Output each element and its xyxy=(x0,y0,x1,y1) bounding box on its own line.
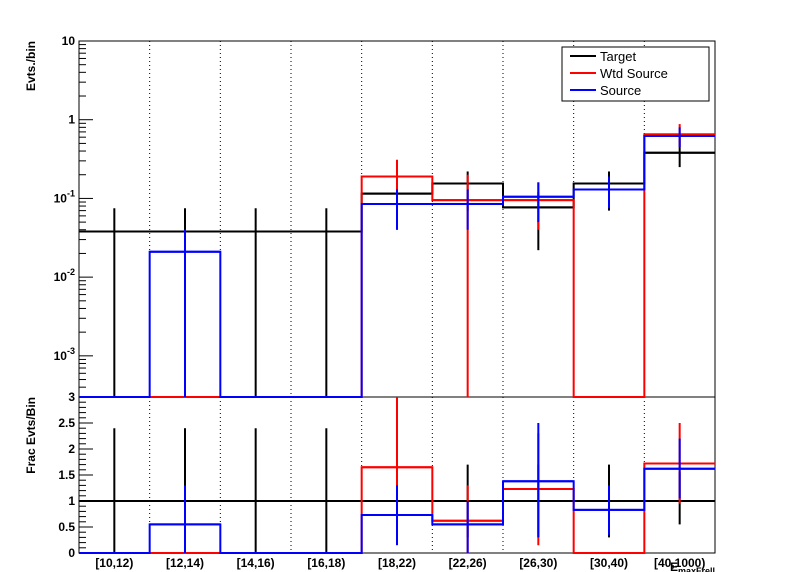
series-source xyxy=(79,127,715,398)
legend-label: Target xyxy=(600,49,637,64)
x-tick-label: [40,1000) xyxy=(654,556,705,570)
y-tick-label: 1 xyxy=(68,113,75,127)
x-tick-label: [16,18) xyxy=(307,556,345,570)
x-tick-label: [10,12) xyxy=(95,556,133,570)
y-tick-label: 1 xyxy=(68,494,75,508)
y-tick-label: 10 xyxy=(62,34,76,48)
legend-label: Wtd Source xyxy=(600,66,668,81)
series-wtd-source xyxy=(79,124,715,398)
y-tick-label: 2.5 xyxy=(58,416,75,430)
x-tick-label: [14,16) xyxy=(237,556,275,570)
x-tick-label: [18,22) xyxy=(378,556,416,570)
y-tick-label: 1.5 xyxy=(58,468,75,482)
y-tick-label: 10-2 xyxy=(54,267,75,284)
series-source xyxy=(79,423,715,554)
top-y-axis-title: Evts./bin xyxy=(24,41,38,91)
legend: Target Wtd Source Source xyxy=(561,46,710,102)
y-tick-label: 10-1 xyxy=(54,188,75,205)
x-tick-label: [22,26) xyxy=(449,556,487,570)
y-tick-label: 0 xyxy=(68,546,75,560)
x-tick-label: [12,14) xyxy=(166,556,204,570)
bottom-y-axis-title: Frac Evts/Bin xyxy=(24,397,38,474)
x-tick-label: [30,40) xyxy=(590,556,628,570)
legend-label: Source xyxy=(600,83,641,98)
x-axis-title: EmaxFrell xyxy=(670,560,715,572)
y-tick-label: 0.5 xyxy=(58,520,75,534)
y-tick-label: 3 xyxy=(68,390,75,404)
x-tick-label: [26,30) xyxy=(519,556,557,570)
y-tick-label: 10-3 xyxy=(54,346,75,363)
y-tick-label: 2 xyxy=(68,442,75,456)
